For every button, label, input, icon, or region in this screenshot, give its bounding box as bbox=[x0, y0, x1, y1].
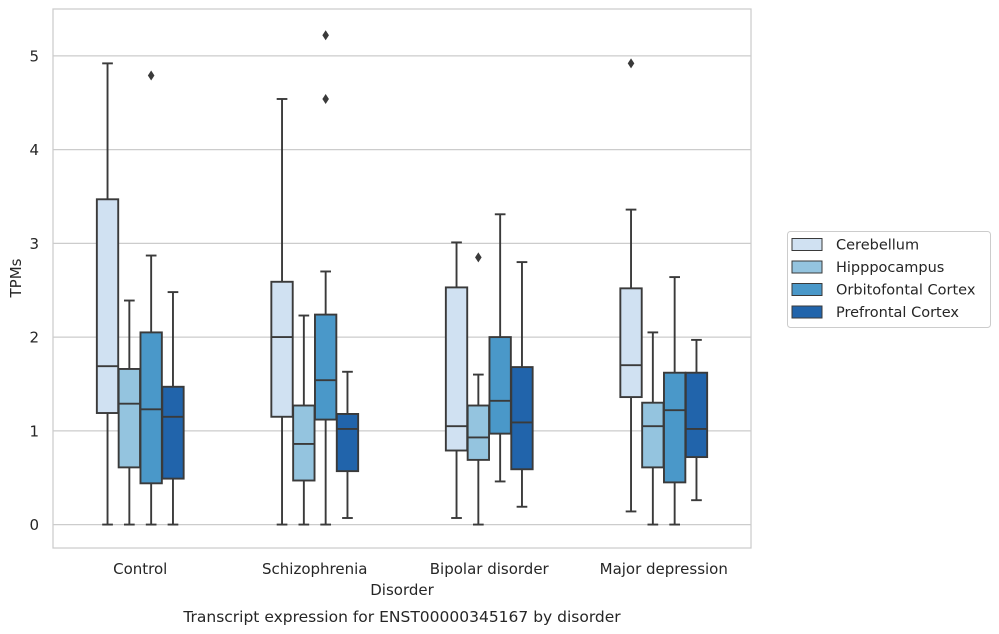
box-0-0 bbox=[95, 62, 120, 526]
legend-swatch-2 bbox=[791, 283, 823, 296]
box-1-3 bbox=[641, 331, 665, 526]
box-body bbox=[488, 336, 512, 435]
box-0-3 bbox=[619, 58, 643, 513]
box-2-1 bbox=[314, 30, 338, 526]
box-1-0 bbox=[117, 299, 141, 526]
outlier-point bbox=[322, 93, 329, 104]
box-0-1 bbox=[270, 98, 294, 526]
y-tick-label-4: 4 bbox=[29, 141, 39, 159]
legend-label-2: Orbitofontal Cortex bbox=[836, 283, 976, 299]
box-body bbox=[684, 371, 709, 459]
box-body bbox=[117, 368, 141, 469]
box-2-0 bbox=[139, 70, 163, 526]
box-body bbox=[663, 371, 687, 484]
box-body bbox=[641, 401, 665, 469]
outlier-point bbox=[322, 30, 329, 41]
legend: Cerebellum Hipppocampus Orbitofontal Corte… bbox=[787, 231, 991, 328]
box-body bbox=[314, 313, 338, 421]
outlier-point bbox=[627, 58, 635, 69]
box-0-2 bbox=[444, 241, 469, 519]
legend-swatch-0 bbox=[791, 238, 823, 251]
box-body bbox=[270, 280, 294, 418]
box-body bbox=[335, 413, 360, 473]
x-axis-label: Disorder bbox=[370, 581, 434, 599]
box-1-2 bbox=[466, 252, 490, 526]
box-3-3 bbox=[684, 338, 709, 502]
box-3-2 bbox=[510, 261, 534, 508]
y-tick-label-0: 0 bbox=[29, 516, 39, 534]
box-1-1 bbox=[292, 314, 316, 526]
outlier-point bbox=[475, 252, 482, 263]
box-body bbox=[139, 331, 163, 485]
box-body bbox=[444, 286, 469, 452]
box-2-3 bbox=[663, 276, 687, 526]
y-tick-label-1: 1 bbox=[29, 422, 39, 440]
box-body bbox=[466, 404, 490, 461]
legend-label-0: Cerebellum bbox=[836, 238, 919, 254]
box-3-0 bbox=[161, 291, 185, 526]
boxes bbox=[95, 30, 709, 526]
x-tick-label-2: Bipolar disorder bbox=[430, 560, 550, 578]
y-tick-label-5: 5 bbox=[29, 47, 39, 65]
x-tick-label-3: Major depression bbox=[600, 560, 728, 578]
box-body bbox=[510, 366, 534, 471]
box-2-2 bbox=[488, 213, 512, 483]
box-3-1 bbox=[335, 370, 360, 519]
legend-label-1: Hipppocampus bbox=[836, 260, 944, 276]
y-ticks: 0 1 2 3 4 5 bbox=[29, 47, 39, 534]
legend-swatch-1 bbox=[791, 260, 823, 274]
outlier-point bbox=[147, 70, 155, 81]
legend-swatch-3 bbox=[791, 305, 823, 319]
box-body bbox=[161, 385, 185, 480]
plot-frame bbox=[52, 8, 752, 549]
y-axis-label: TPMs bbox=[7, 258, 25, 298]
box-body bbox=[95, 198, 120, 414]
legend-label-3: Prefrontal Cortex bbox=[836, 305, 959, 321]
x-ticks: Control Schizophrenia Bipolar disorder Majo… bbox=[113, 560, 728, 578]
y-tick-label-2: 2 bbox=[29, 329, 39, 347]
x-tick-label-0: Control bbox=[113, 560, 167, 578]
chart-title: Transcript expression for ENST0000034516… bbox=[182, 608, 621, 626]
legend-frame bbox=[787, 231, 991, 328]
y-tick-label-3: 3 bbox=[29, 235, 39, 253]
box-body bbox=[619, 287, 643, 399]
x-tick-label-1: Schizophrenia bbox=[262, 560, 367, 578]
